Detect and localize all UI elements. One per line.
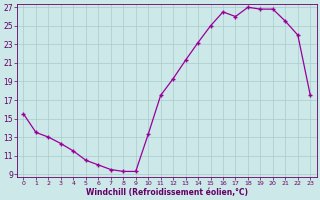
X-axis label: Windchill (Refroidissement éolien,°C): Windchill (Refroidissement éolien,°C) [86, 188, 248, 197]
